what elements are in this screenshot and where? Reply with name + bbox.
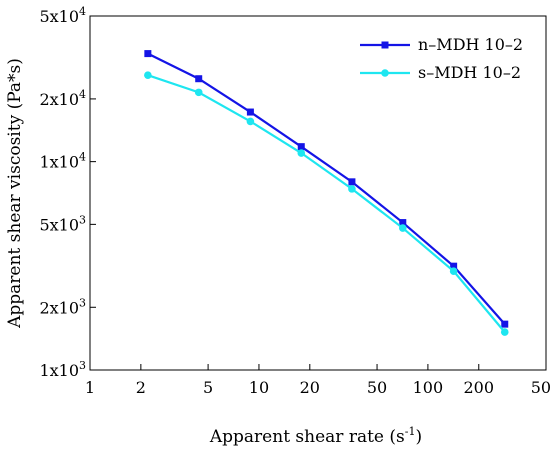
x-tick-label: 1 (85, 378, 95, 397)
x-tick-label: 5 (203, 378, 213, 397)
series-line-2 (147, 74, 506, 333)
data-point (500, 328, 509, 336)
legend: n–MDH 10–2 s–MDH 10–2 (360, 35, 523, 82)
x-tick-label: 20 (300, 378, 320, 397)
plot-border (89, 15, 547, 371)
data-point (297, 149, 306, 157)
data-point (348, 185, 356, 193)
x-axis: 1 2 5 10 20 50 100 200 500 (85, 364, 550, 397)
data-point (399, 219, 407, 227)
data-point (348, 178, 356, 186)
x-tick-label: 10 (249, 378, 269, 397)
x-axis-title: Apparent shear rate (s-1) (209, 425, 422, 447)
legend-marker (381, 69, 389, 77)
series-line-1 (147, 52, 506, 325)
series-layer (144, 50, 509, 336)
data-point (449, 267, 458, 275)
data-point (297, 143, 305, 151)
x-tick-label: 200 (463, 378, 494, 397)
y-tick-label: 2x104 (39, 88, 86, 109)
data-point (450, 262, 458, 270)
y-tick-label: 5x103 (39, 213, 86, 234)
data-point (501, 320, 509, 328)
plot-frame (89, 15, 547, 371)
y-tick-label: 5x104 (39, 5, 86, 26)
x-tick-label: 2 (136, 378, 146, 397)
y-axis: 1x103 2x103 5x103 1x104 2x104 5x104 (39, 5, 96, 380)
y-tick-label: 2x103 (39, 296, 86, 317)
y-tick-label: 1x103 (39, 359, 86, 380)
data-point (194, 88, 203, 97)
legend-label: n–MDH 10–2 (418, 35, 523, 54)
data-point (195, 75, 203, 83)
legend-marker (381, 41, 389, 49)
data-point (246, 117, 255, 126)
y-axis-title: Apparent shear viscosity (Pa*s) (5, 58, 25, 329)
y-tick-label: 1x104 (39, 151, 86, 172)
x-tick-label: 100 (413, 378, 444, 397)
data-point (398, 224, 407, 232)
x-tick-label: 50 (367, 378, 387, 397)
data-point (144, 71, 152, 79)
data-point (246, 108, 254, 116)
x-tick-label: 500 (531, 378, 550, 397)
legend-label: s–MDH 10–2 (418, 63, 521, 82)
data-point (144, 50, 152, 58)
